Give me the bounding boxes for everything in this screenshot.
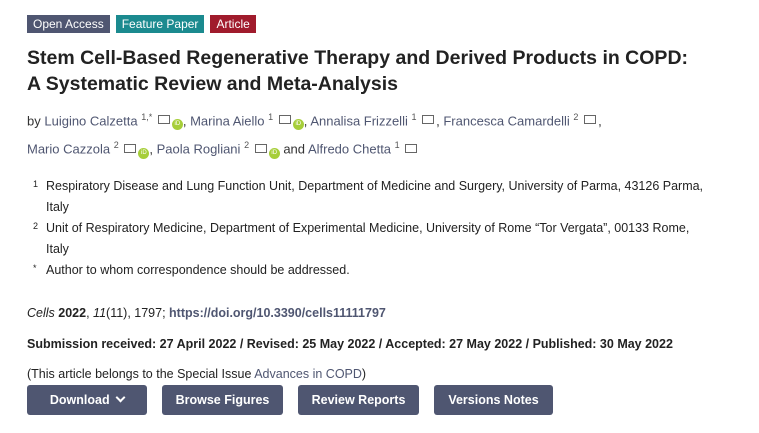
orcid-icon[interactable]: iD	[268, 147, 280, 159]
versions-notes-button[interactable]: Versions Notes	[434, 385, 553, 415]
envelope-icon[interactable]	[422, 115, 435, 125]
special-issue-prefix: (This article belongs to the Special Iss…	[27, 366, 255, 381]
author-affiliation-sup: 1	[394, 140, 400, 151]
orcid-icon[interactable]: iD	[138, 147, 150, 159]
year: 2022	[58, 305, 87, 320]
author-affiliation-sup: 2	[573, 112, 579, 122]
download-label: Download	[49, 393, 110, 407]
article-badge: Article	[210, 15, 256, 33]
author-name[interactable]: Luigino Calzetta	[44, 113, 138, 129]
envelope-icon[interactable]	[405, 143, 418, 153]
envelope-icon[interactable]	[584, 115, 597, 125]
author-name[interactable]: Alfredo Chetta	[307, 141, 392, 157]
affiliation-text: Author to whom correspondence should be …	[46, 262, 350, 277]
review-reports-button[interactable]: Review Reports	[298, 385, 419, 415]
author-affiliation-sup: 1	[411, 112, 417, 122]
by-label: by	[27, 113, 41, 129]
author-name[interactable]: Annalisa Frizzelli	[310, 113, 408, 129]
affiliation-1: 1 Respiratory Disease and Lung Function U…	[27, 176, 737, 218]
open-access-badge[interactable]: Open Access	[27, 15, 110, 33]
title-line-1: Stem Cell-Based Regenerative Therapy and…	[27, 47, 689, 69]
author-affiliation-sup: 2	[113, 140, 119, 151]
author-list: by Luigino Calzetta 1,* iD, Marina Aiell…	[27, 112, 602, 159]
affiliations: 1 Respiratory Disease and Lung Function U…	[27, 176, 737, 281]
publication-dates: Submission received: 27 April 2022 / Rev…	[27, 336, 673, 351]
title-line-2: A Systematic Review and Meta-Analysis	[27, 73, 399, 95]
article-title: Stem Cell-Based Regenerative Therapy and…	[27, 45, 737, 97]
affiliation-text: Respiratory Disease and Lung Function Un…	[46, 178, 704, 214]
orcid-icon[interactable]: iD	[292, 119, 304, 131]
author-affiliation-sup: 2	[244, 140, 250, 151]
special-issue-link[interactable]: Advances in COPD	[254, 366, 362, 381]
author-name[interactable]: Mario Cazzola	[27, 141, 111, 157]
action-buttons: Download Browse Figures Review Reports V…	[27, 385, 553, 415]
feature-paper-badge[interactable]: Feature Paper	[115, 15, 205, 33]
special-issue-suffix: )	[361, 366, 367, 381]
and-label: and	[283, 141, 306, 157]
affiliation-number: *	[33, 262, 37, 273]
doi-link[interactable]: https://doi.org/10.3390/cells11111797	[169, 305, 386, 320]
affiliation-text: Unit of Respiratory Medicine, Department…	[46, 220, 690, 256]
author-name[interactable]: Marina Aiello	[190, 113, 265, 129]
chevron-down-icon	[115, 392, 126, 403]
affiliation-2: 2 Unit of Respiratory Medicine, Departmen…	[27, 218, 737, 260]
download-button[interactable]: Download	[27, 385, 147, 415]
envelope-icon[interactable]	[124, 143, 137, 153]
article-header: Open Access Feature Paper Article Stem C…	[27, 15, 737, 415]
author-affiliation-sup: 1	[268, 112, 274, 122]
envelope-icon[interactable]	[254, 143, 267, 153]
correspondence-note: * Author to whom correspondence should be…	[27, 260, 737, 281]
envelope-icon[interactable]	[157, 115, 170, 125]
special-issue: (This article belongs to the Special Iss…	[27, 367, 737, 381]
issue: (11), 1797;	[106, 305, 166, 320]
affiliation-number: 2	[33, 220, 39, 231]
orcid-icon[interactable]: iD	[171, 119, 183, 131]
envelope-icon[interactable]	[278, 115, 291, 125]
author-name[interactable]: Francesca Camardelli	[443, 113, 570, 129]
badges: Open Access Feature Paper Article	[27, 15, 737, 33]
journal-name: Cells	[27, 305, 55, 320]
author-name[interactable]: Paola Rogliani	[156, 141, 241, 157]
volume: 11	[93, 305, 107, 320]
author-affiliation-sup: 1,*	[141, 112, 153, 122]
citation: Cells 2022, 11(11), 1797; https://doi.or…	[27, 305, 386, 320]
browse-figures-button[interactable]: Browse Figures	[162, 385, 283, 415]
affiliation-number: 1	[33, 178, 39, 189]
